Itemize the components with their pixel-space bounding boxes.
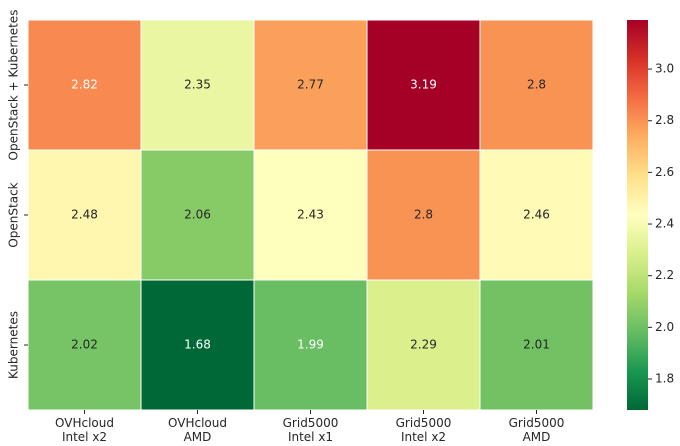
- heatmap-cell: [253, 279, 368, 411]
- heatmap-cell: [479, 279, 594, 411]
- cell-label: 1.68: [184, 338, 211, 352]
- heatmap-cell: [27, 149, 142, 281]
- cell-label: 3.19: [410, 78, 437, 92]
- x-tick-label: Grid5000 Intel x1: [283, 416, 339, 443]
- heatmap-cell: [140, 279, 255, 411]
- cell-label: 2.35: [184, 78, 211, 92]
- y-tick-label: Kubernetes: [7, 311, 21, 379]
- x-tick-label: OVHcloud AMD: [168, 416, 227, 443]
- cell-label: 2.46: [523, 208, 550, 222]
- cell-label: 2.8: [527, 78, 546, 92]
- x-tick-label: OVHcloud Intel x2: [55, 416, 114, 443]
- cell-label: 2.29: [410, 338, 437, 352]
- x-tick-label: Grid5000 AMD: [509, 416, 565, 443]
- cell-label: 2.8: [414, 208, 433, 222]
- heatmap-cell: [253, 149, 368, 281]
- heatmap-cell: [27, 19, 142, 151]
- y-tick-label: OpenStack + Kubernetes: [7, 10, 21, 161]
- heatmap-cell: [479, 19, 594, 151]
- y-tick-label: OpenStack: [7, 182, 21, 247]
- cell-label: 2.01: [523, 338, 550, 352]
- colorbar-tick-label: 2.2: [655, 268, 674, 282]
- colorbar-tick-label: 2.0: [655, 320, 674, 334]
- colorbar-tick-label: 2.8: [655, 113, 674, 127]
- cell-label: 2.06: [184, 208, 211, 222]
- colorbar-tick-label: 1.8: [655, 372, 674, 386]
- heatmap-cell: [140, 19, 255, 151]
- heatmap-cell: [366, 279, 481, 411]
- colorbar-tick-label: 2.4: [655, 217, 674, 231]
- cell-label: 2.43: [297, 208, 324, 222]
- colorbar: [627, 20, 648, 410]
- colorbar-tick-label: 2.6: [655, 165, 674, 179]
- cell-label: 1.99: [297, 338, 324, 352]
- cell-label: 2.48: [71, 208, 98, 222]
- cell-label: 2.02: [71, 338, 98, 352]
- cell-label: 2.82: [71, 78, 98, 92]
- x-tick-label: Grid5000 Intel x2: [396, 416, 452, 443]
- colorbar-tick-label: 3.0: [655, 62, 674, 76]
- cell-label: 2.77: [297, 78, 324, 92]
- heatmap-cell: [479, 149, 594, 281]
- heatmap-cell: [366, 19, 481, 151]
- heatmap-cell: [253, 19, 368, 151]
